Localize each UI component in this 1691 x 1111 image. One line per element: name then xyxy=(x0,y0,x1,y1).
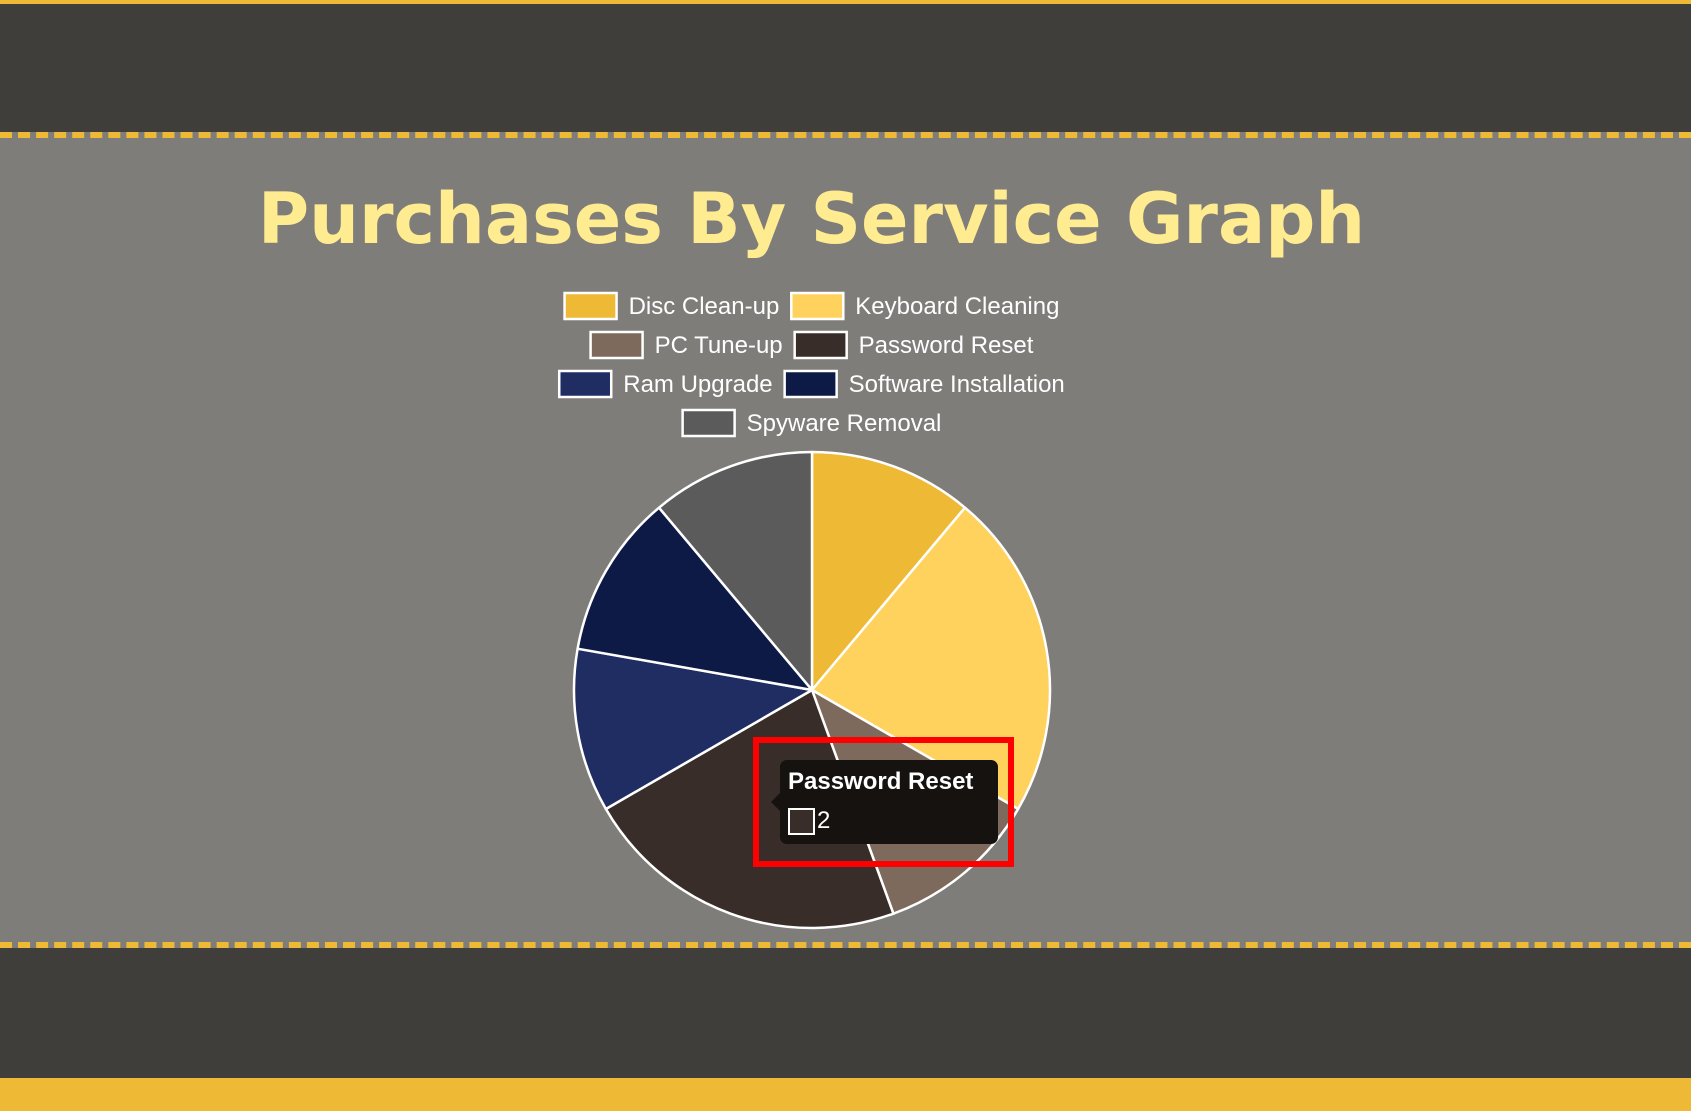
legend-label: Ram Upgrade xyxy=(623,371,772,398)
top-accent-band xyxy=(0,0,1691,4)
legend-swatch xyxy=(783,369,838,399)
tooltip-box xyxy=(780,760,998,844)
pie-slice-software-installation[interactable] xyxy=(576,506,814,692)
page-title: Purchases By Service Graph xyxy=(257,178,1366,260)
tooltip-label: Password Reset xyxy=(788,768,973,795)
legend-swatch xyxy=(793,330,848,360)
legend-item-pc-tune-up[interactable]: PC Tune-up xyxy=(589,330,783,360)
legend-swatch xyxy=(589,330,644,360)
bottom-accent-band xyxy=(0,1078,1691,1111)
legend-item-ram-upgrade[interactable]: Ram Upgrade xyxy=(557,369,773,399)
legend-swatch xyxy=(681,408,736,438)
chart-legend: Disc Clean-up Keyboard Cleaning PC Tune-up… xyxy=(557,291,1065,438)
header-bar xyxy=(0,4,1691,132)
footer-bar xyxy=(0,948,1691,1078)
tooltip-swatch xyxy=(788,808,815,835)
tooltip-highlight-box xyxy=(753,737,1014,867)
legend-item-disc-clean-up[interactable]: Disc Clean-up xyxy=(563,291,780,321)
legend-label: Keyboard Cleaning xyxy=(855,293,1059,320)
tooltip-caret xyxy=(771,793,780,811)
legend-label: Software Installation xyxy=(849,371,1065,398)
legend-item-password-reset[interactable]: Password Reset xyxy=(793,330,1034,360)
legend-label: PC Tune-up xyxy=(655,332,783,359)
pie-slice-spyware-removal[interactable] xyxy=(657,450,814,692)
legend-label: Password Reset xyxy=(859,332,1034,359)
pie-slice-password-reset[interactable] xyxy=(604,688,895,930)
pie-slice-disc-clean-up[interactable] xyxy=(810,450,967,692)
pie-slices xyxy=(572,450,1052,930)
legend-label: Spyware Removal xyxy=(747,410,942,437)
legend-label: Disc Clean-up xyxy=(629,293,780,320)
tooltip-value: 2 xyxy=(817,807,830,834)
pie-slice-ram-upgrade[interactable] xyxy=(572,647,814,811)
pie-slice-keyboard-cleaning[interactable] xyxy=(810,506,1052,811)
chart-tooltip: Password Reset 2 xyxy=(771,760,998,844)
legend-item-spyware-removal[interactable]: Spyware Removal xyxy=(681,408,942,438)
legend-swatch xyxy=(563,291,618,321)
legend-swatch xyxy=(557,369,613,399)
legend-swatch xyxy=(790,291,845,321)
legend-item-software-installation[interactable]: Software Installation xyxy=(783,369,1065,399)
legend-item-keyboard-cleaning[interactable]: Keyboard Cleaning xyxy=(790,291,1059,321)
